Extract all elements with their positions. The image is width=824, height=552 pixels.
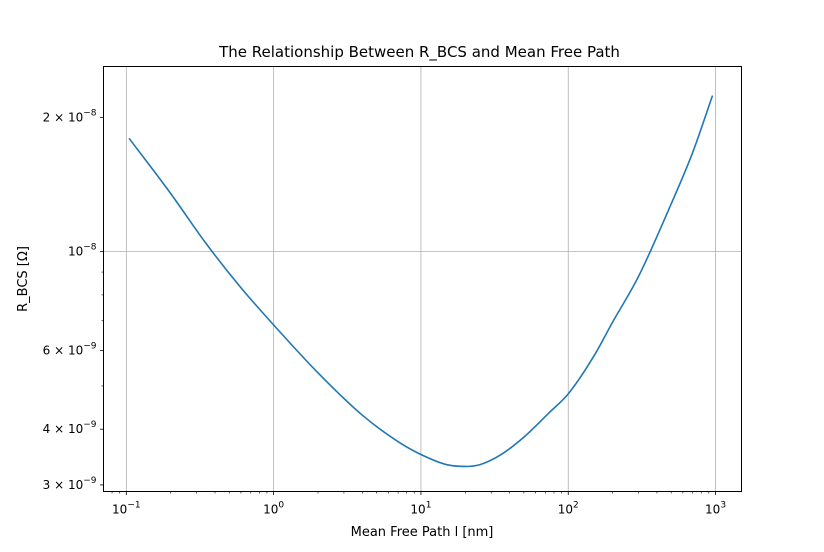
chart-title: The Relationship Between R_BCS and Mean … bbox=[218, 43, 620, 62]
x-tick-label: 102 bbox=[558, 501, 579, 517]
x-axis-label: Mean Free Path l [nm] bbox=[351, 525, 494, 540]
x-tick-label: 101 bbox=[410, 501, 431, 517]
series-line bbox=[128, 95, 714, 468]
y-axis-label: R_BCS [Ω] bbox=[16, 246, 31, 312]
y-tick-label: 4 × 10−9 bbox=[43, 420, 97, 436]
y-axis: 3 × 10−9 4 × 10−9 6 × 10−9 10−8 2 × 10−8 bbox=[43, 108, 104, 492]
x-tick-label: 10−1 bbox=[112, 501, 141, 517]
y-tick-label: 2 × 10−8 bbox=[43, 108, 97, 124]
x-tick-label: 100 bbox=[263, 501, 284, 517]
x-tick-label: 103 bbox=[705, 501, 726, 517]
grid-lines bbox=[103, 66, 742, 492]
y-tick-label: 10−8 bbox=[68, 243, 97, 259]
y-tick-label: 6 × 10−9 bbox=[43, 342, 97, 358]
axes-frame bbox=[103, 66, 742, 492]
plot-area bbox=[128, 95, 714, 468]
x-axis: 10−1 100 101 102 103 bbox=[111, 491, 726, 517]
y-tick-label: 3 × 10−9 bbox=[43, 476, 97, 492]
